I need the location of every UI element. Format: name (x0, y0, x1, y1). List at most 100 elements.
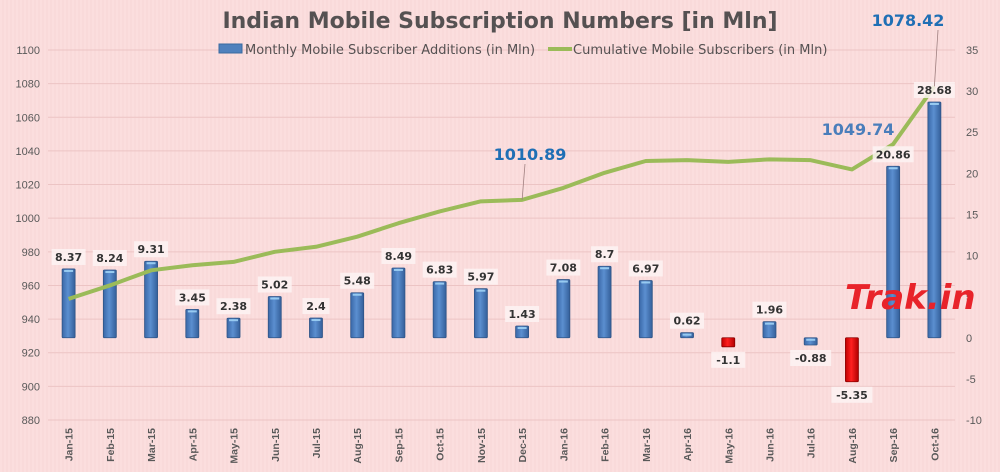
data-label: 8.37 (55, 251, 82, 264)
right-axis-tick: 5 (966, 292, 972, 304)
x-axis-tick: Dec-15 (517, 428, 529, 463)
right-axis-tick: 20 (966, 168, 978, 180)
chart-title: Indian Mobile Subscription Numbers [in M… (222, 9, 777, 34)
left-axis-tick: 960 (22, 280, 40, 292)
bar-highlight (558, 280, 568, 283)
bar-Jun-16 (762, 321, 777, 339)
data-label-bg (134, 241, 169, 258)
right-axis-tick: -10 (966, 415, 982, 427)
bar-Oct-16 (927, 101, 942, 339)
data-label-bg (546, 259, 581, 276)
bar-highlight (641, 281, 651, 284)
right-axis: -10 -5 0 5 10 15 20 25 30 35 (966, 45, 982, 427)
data-label: 6.83 (426, 264, 453, 277)
bar-highlight (229, 319, 239, 322)
callout-leader (521, 163, 526, 200)
x-axis-tick: May-16 (723, 428, 735, 464)
x-axis-tick: Sep-15 (393, 428, 405, 463)
bar-series (61, 101, 942, 383)
data-label-bg (257, 276, 292, 293)
bar-Jun-15 (267, 296, 282, 339)
bar-highlight (888, 167, 898, 170)
bar-Jan-16 (556, 279, 571, 339)
legend: Monthly Mobile Subscriber Additions (in … (218, 43, 827, 58)
left-axis-tick: 1100 (16, 45, 40, 57)
left-axis-tick: 1040 (16, 146, 40, 158)
bar-highlight (393, 268, 403, 271)
data-label: 9.31 (137, 243, 164, 256)
left-axis-tick: 920 (22, 348, 40, 360)
data-label-bg (711, 351, 746, 368)
data-label-bg (505, 306, 540, 323)
x-axis-tick: Jul-16 (806, 428, 818, 459)
bar-Jan-15 (61, 268, 76, 339)
data-label-bg (302, 298, 330, 315)
data-label: -1.1 (716, 354, 740, 367)
x-axis-tick: Feb-15 (105, 428, 117, 462)
callout-label: 1049.74 (822, 120, 895, 139)
x-axis-tick: Jan-16 (558, 428, 570, 461)
bar-Feb-16 (597, 265, 612, 339)
bar-Apr-15 (185, 309, 200, 339)
callout-label: 1010.89 (494, 145, 567, 164)
watermark-logo: Trak.in (845, 278, 976, 318)
data-label: 0.62 (673, 315, 700, 328)
bar-Sep-16 (886, 165, 901, 339)
callout-label: 1078.42 (872, 11, 945, 30)
right-axis-tick: -5 (966, 374, 976, 386)
bar-Feb-15 (102, 269, 117, 339)
data-label: 8.49 (385, 250, 412, 263)
data-label: -5.35 (836, 389, 868, 402)
left-axis-tick: 1000 (16, 213, 40, 225)
legend-label-bars: Monthly Mobile Subscriber Additions (in … (245, 43, 535, 58)
data-label-bg (175, 289, 210, 306)
bar-May-16 (721, 337, 736, 348)
data-labels: 8.37 8.24 9.31 3.45 2.38 5.02 2.4 5.48 8.49 6.83 5… (51, 81, 955, 403)
data-label-bg (790, 350, 832, 367)
left-axis-tick: 940 (22, 314, 40, 326)
bar-highlight (146, 262, 156, 265)
left-axis-tick: 900 (22, 381, 40, 393)
legend-item-line[interactable]: Cumulative Mobile Subscribers (in Mln) (548, 43, 827, 58)
bar-Nov-15 (473, 288, 488, 339)
x-axis-tick: Feb-16 (600, 428, 612, 462)
data-label-bg (628, 260, 663, 277)
bar-highlight (311, 319, 321, 322)
cumulative-line (67, 85, 937, 301)
data-label: 2.4 (306, 300, 326, 313)
callouts: 1010.89 1049.74 1078.42 (494, 11, 945, 200)
bar-Aug-15 (350, 292, 365, 339)
x-axis: Jan-15 Feb-15 Mar-15 Apr-15 May-15 Jun-15 Jul-… (64, 428, 942, 464)
x-axis-tick: Oct-16 (929, 428, 941, 461)
data-label-bg (591, 246, 619, 263)
data-label-bg (872, 146, 914, 163)
data-label-bg (51, 248, 86, 265)
bar-highlight (600, 267, 610, 270)
bar-highlight (270, 297, 280, 300)
x-axis-tick: Oct-15 (435, 428, 447, 461)
bar-highlight (105, 271, 115, 274)
bar-highlight (435, 282, 445, 285)
data-label: 1.43 (509, 308, 536, 321)
right-axis-tick: 35 (966, 45, 978, 57)
x-axis-tick: Apr-16 (682, 428, 694, 461)
right-axis-tick: 0 (966, 333, 972, 345)
data-label-bg (670, 312, 705, 329)
legend-item-bars[interactable]: Monthly Mobile Subscriber Additions (in … (218, 43, 535, 58)
data-label-bg (216, 298, 251, 315)
x-axis-tick: May-15 (229, 428, 241, 464)
data-label: 8.24 (96, 252, 123, 265)
bar-highlight (682, 333, 692, 336)
bar-highlight (476, 289, 486, 292)
left-axis-tick: 1080 (16, 79, 40, 91)
left-axis-tick: 1060 (16, 112, 40, 124)
bar-highlight (187, 310, 197, 313)
data-label: 1.96 (756, 304, 783, 317)
x-axis-tick: Jan-15 (64, 428, 76, 461)
callout-leader (933, 29, 939, 87)
bar-highlight (64, 269, 74, 272)
x-axis-tick: Nov-15 (476, 428, 488, 463)
data-label: 8.7 (595, 248, 615, 261)
right-axis-tick: 15 (966, 209, 978, 221)
